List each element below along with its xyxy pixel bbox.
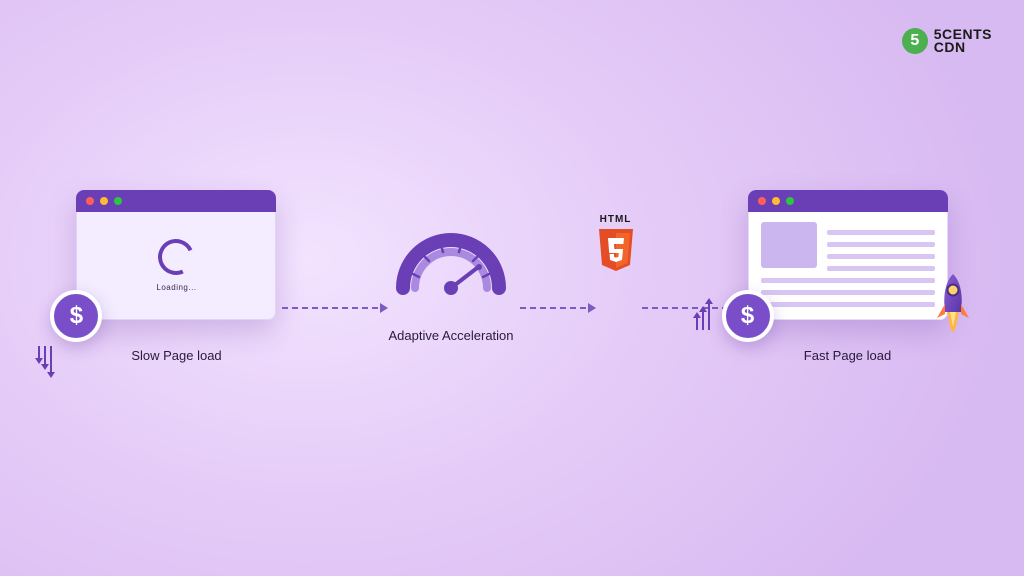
html5-shield-icon xyxy=(596,227,636,273)
slow-browser-titlebar xyxy=(76,190,276,212)
trend-down-arrows-icon xyxy=(38,346,52,374)
content-lines-lower xyxy=(761,278,935,307)
dollar-badge-slow: $ xyxy=(50,290,102,342)
fast-label: Fast Page load xyxy=(804,348,891,363)
traffic-yellow-icon xyxy=(772,197,780,205)
brand-line2: CDN xyxy=(934,41,992,54)
slow-browser-body: Loading... xyxy=(76,212,276,320)
loading-spinner-icon xyxy=(153,234,199,280)
fast-browser-body xyxy=(748,212,948,320)
node-slow: Loading... $ Slow Page load xyxy=(76,190,276,363)
slow-label: Slow Page load xyxy=(131,348,221,363)
fast-browser: $ xyxy=(748,190,948,320)
traffic-yellow-icon xyxy=(100,197,108,205)
traffic-green-icon xyxy=(114,197,122,205)
rocket-icon xyxy=(934,272,972,342)
loading-text: Loading... xyxy=(156,283,196,292)
node-fast: $ xyxy=(748,190,948,363)
traffic-green-icon xyxy=(786,197,794,205)
dollar-badge-fast: $ xyxy=(722,290,774,342)
fast-browser-titlebar xyxy=(748,190,948,212)
flow-arrow-2 xyxy=(520,307,590,309)
traffic-red-icon xyxy=(758,197,766,205)
brand-badge: 5 xyxy=(902,28,928,54)
content-thumbnail xyxy=(761,222,817,268)
node-accel: Adaptive Acceleration xyxy=(388,190,513,343)
html5-text: HTML xyxy=(600,214,632,225)
brand-logo: 5 5CENTS CDN xyxy=(902,28,992,54)
brand-text: 5CENTS CDN xyxy=(934,28,992,53)
traffic-red-icon xyxy=(86,197,94,205)
trend-up-arrows-icon xyxy=(696,302,710,330)
flow-stage: Loading... $ Slow Page load xyxy=(0,190,1024,363)
node-html5: HTML xyxy=(596,190,636,273)
accel-label: Adaptive Acceleration xyxy=(388,328,513,343)
flow-arrow-1 xyxy=(282,307,382,309)
speedometer-icon xyxy=(391,220,511,300)
slow-browser: Loading... $ xyxy=(76,190,276,320)
